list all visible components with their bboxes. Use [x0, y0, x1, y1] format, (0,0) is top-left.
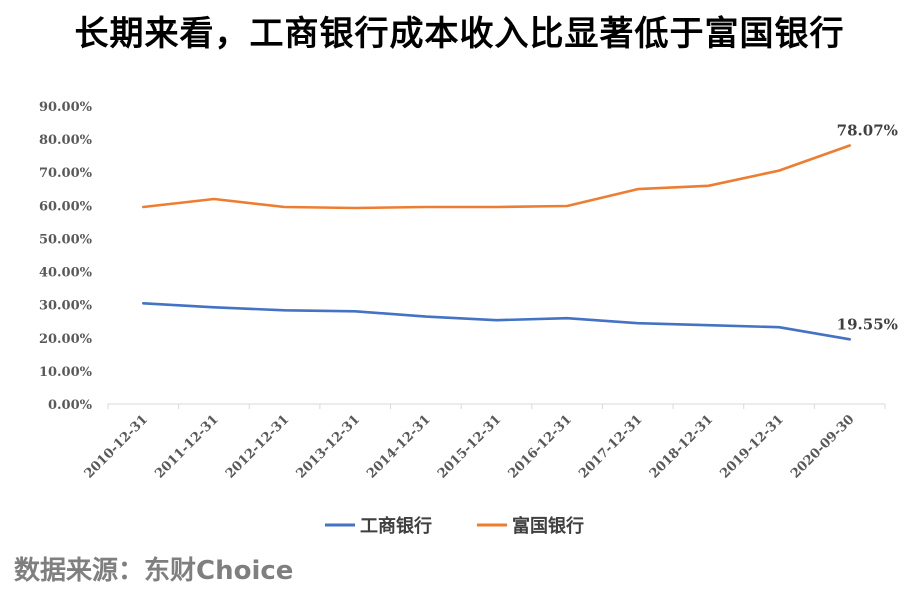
y-tick-label: 90.00%: [39, 100, 93, 115]
x-tick-label: 2019-12-31: [717, 412, 786, 481]
data-label: 19.55%: [837, 315, 898, 333]
x-tick-label: 2014-12-31: [364, 412, 433, 481]
x-tick-label: 2017-12-31: [576, 412, 645, 481]
y-tick-label: 40.00%: [39, 266, 93, 281]
y-tick-label: 30.00%: [39, 299, 93, 314]
x-tick-label: 2016-12-31: [506, 412, 575, 481]
x-tick-label: 2011-12-31: [152, 412, 221, 481]
x-tick-label: 2013-12-31: [294, 412, 363, 481]
legend-label: 工商银行: [360, 515, 432, 537]
y-tick-label: 10.00%: [39, 365, 93, 380]
legend-label: 富国银行: [512, 515, 584, 537]
y-tick-label: 50.00%: [39, 232, 93, 247]
x-tick-label: 2015-12-31: [435, 412, 504, 481]
chart-title: 长期来看，工商银行成本收入比显著低于富国银行: [74, 14, 845, 54]
series-line-1: [142, 301, 852, 341]
y-tick-label: 0.00%: [48, 398, 93, 413]
data-label: 78.07%: [837, 122, 898, 140]
x-tick-label: 2018-12-31: [647, 412, 716, 481]
x-tick-label: 2020-09-30: [788, 412, 857, 481]
y-tick-label: 60.00%: [39, 199, 93, 214]
x-tick-label: 2012-12-31: [223, 412, 292, 481]
x-tick-label: 2010-12-31: [82, 412, 151, 481]
y-tick-label: 20.00%: [39, 332, 93, 347]
data-source: 数据来源：东财Choice: [14, 556, 294, 586]
series-line-2: [142, 144, 852, 210]
y-tick-label: 70.00%: [39, 166, 93, 181]
y-tick-label: 80.00%: [39, 133, 93, 148]
